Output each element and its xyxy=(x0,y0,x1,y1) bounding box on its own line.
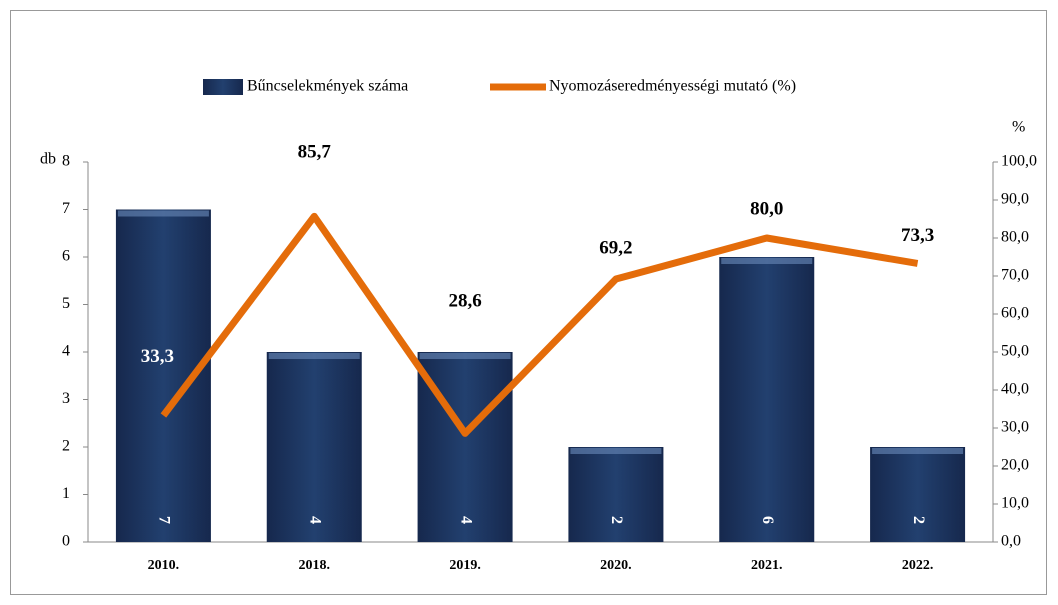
line-value-label: 28,6 xyxy=(448,291,481,312)
y2-tick-label: 80,0 xyxy=(1001,229,1029,246)
bar-value-label: 6 xyxy=(759,516,776,524)
bar-bevel xyxy=(117,210,209,217)
y2-tick-label: 70,0 xyxy=(1001,267,1029,284)
y2-axis-title: % xyxy=(1012,119,1025,136)
y2-tick-label: 10,0 xyxy=(1001,495,1029,512)
bar-bevel xyxy=(268,353,360,359)
line-value-label: 69,2 xyxy=(599,237,632,258)
bar-value-label: 4 xyxy=(307,516,324,524)
y-tick-label: 4 xyxy=(62,343,70,360)
y2-tick-label: 60,0 xyxy=(1001,305,1029,322)
bar xyxy=(719,257,815,542)
bar-value-label: 2 xyxy=(910,516,927,524)
y2-tick-label: 20,0 xyxy=(1001,457,1029,474)
y-tick-label: 7 xyxy=(62,200,70,217)
line xyxy=(160,212,919,437)
y-tick-label: 0 xyxy=(62,533,70,550)
x-tick-label: 2018. xyxy=(299,558,331,573)
x-tick-label: 2021. xyxy=(751,558,783,573)
x-tick-label: 2019. xyxy=(449,558,481,573)
line-value-label: 33,3 xyxy=(141,346,174,367)
y-tick-label: 2 xyxy=(62,438,70,455)
legend-label: Nyomozáseredményességi mutató (%) xyxy=(549,78,796,95)
bar xyxy=(568,447,664,542)
x-tick-label: 2020. xyxy=(600,558,632,573)
bar-value-label: 4 xyxy=(457,516,474,524)
y2-tick-label: 100,0 xyxy=(1001,153,1037,170)
y-tick-label: 3 xyxy=(62,390,70,407)
y2-tick-label: 90,0 xyxy=(1001,191,1029,208)
y2-tick-label: 50,0 xyxy=(1001,343,1029,360)
y-axis-title: db xyxy=(40,151,56,168)
y2-tick-label: 0,0 xyxy=(1001,533,1021,550)
line-value-label: 80,0 xyxy=(750,198,783,219)
bar-value-label: 2 xyxy=(608,516,625,524)
bar-value-label: 7 xyxy=(156,516,173,524)
line-value-label: 73,3 xyxy=(901,225,934,246)
legend-label: Bűncselekmények száma xyxy=(247,78,408,95)
legend-swatch xyxy=(203,79,243,95)
chart-border xyxy=(10,10,1047,595)
y-tick-label: 6 xyxy=(62,248,70,265)
y-tick-label: 5 xyxy=(62,295,70,312)
bar-bevel xyxy=(419,353,511,359)
bar xyxy=(870,447,966,542)
bar-bevel xyxy=(570,448,662,454)
y2-tick-label: 30,0 xyxy=(1001,419,1029,436)
y-tick-label: 8 xyxy=(62,153,70,170)
bar-bevel xyxy=(721,258,813,264)
x-tick-label: 2010. xyxy=(148,558,180,573)
line-value-label: 85,7 xyxy=(298,142,332,163)
y2-tick-label: 40,0 xyxy=(1001,381,1029,398)
x-tick-label: 2022. xyxy=(902,558,934,573)
bar xyxy=(266,352,362,542)
bar-bevel xyxy=(872,448,964,454)
y-tick-label: 1 xyxy=(62,485,70,502)
